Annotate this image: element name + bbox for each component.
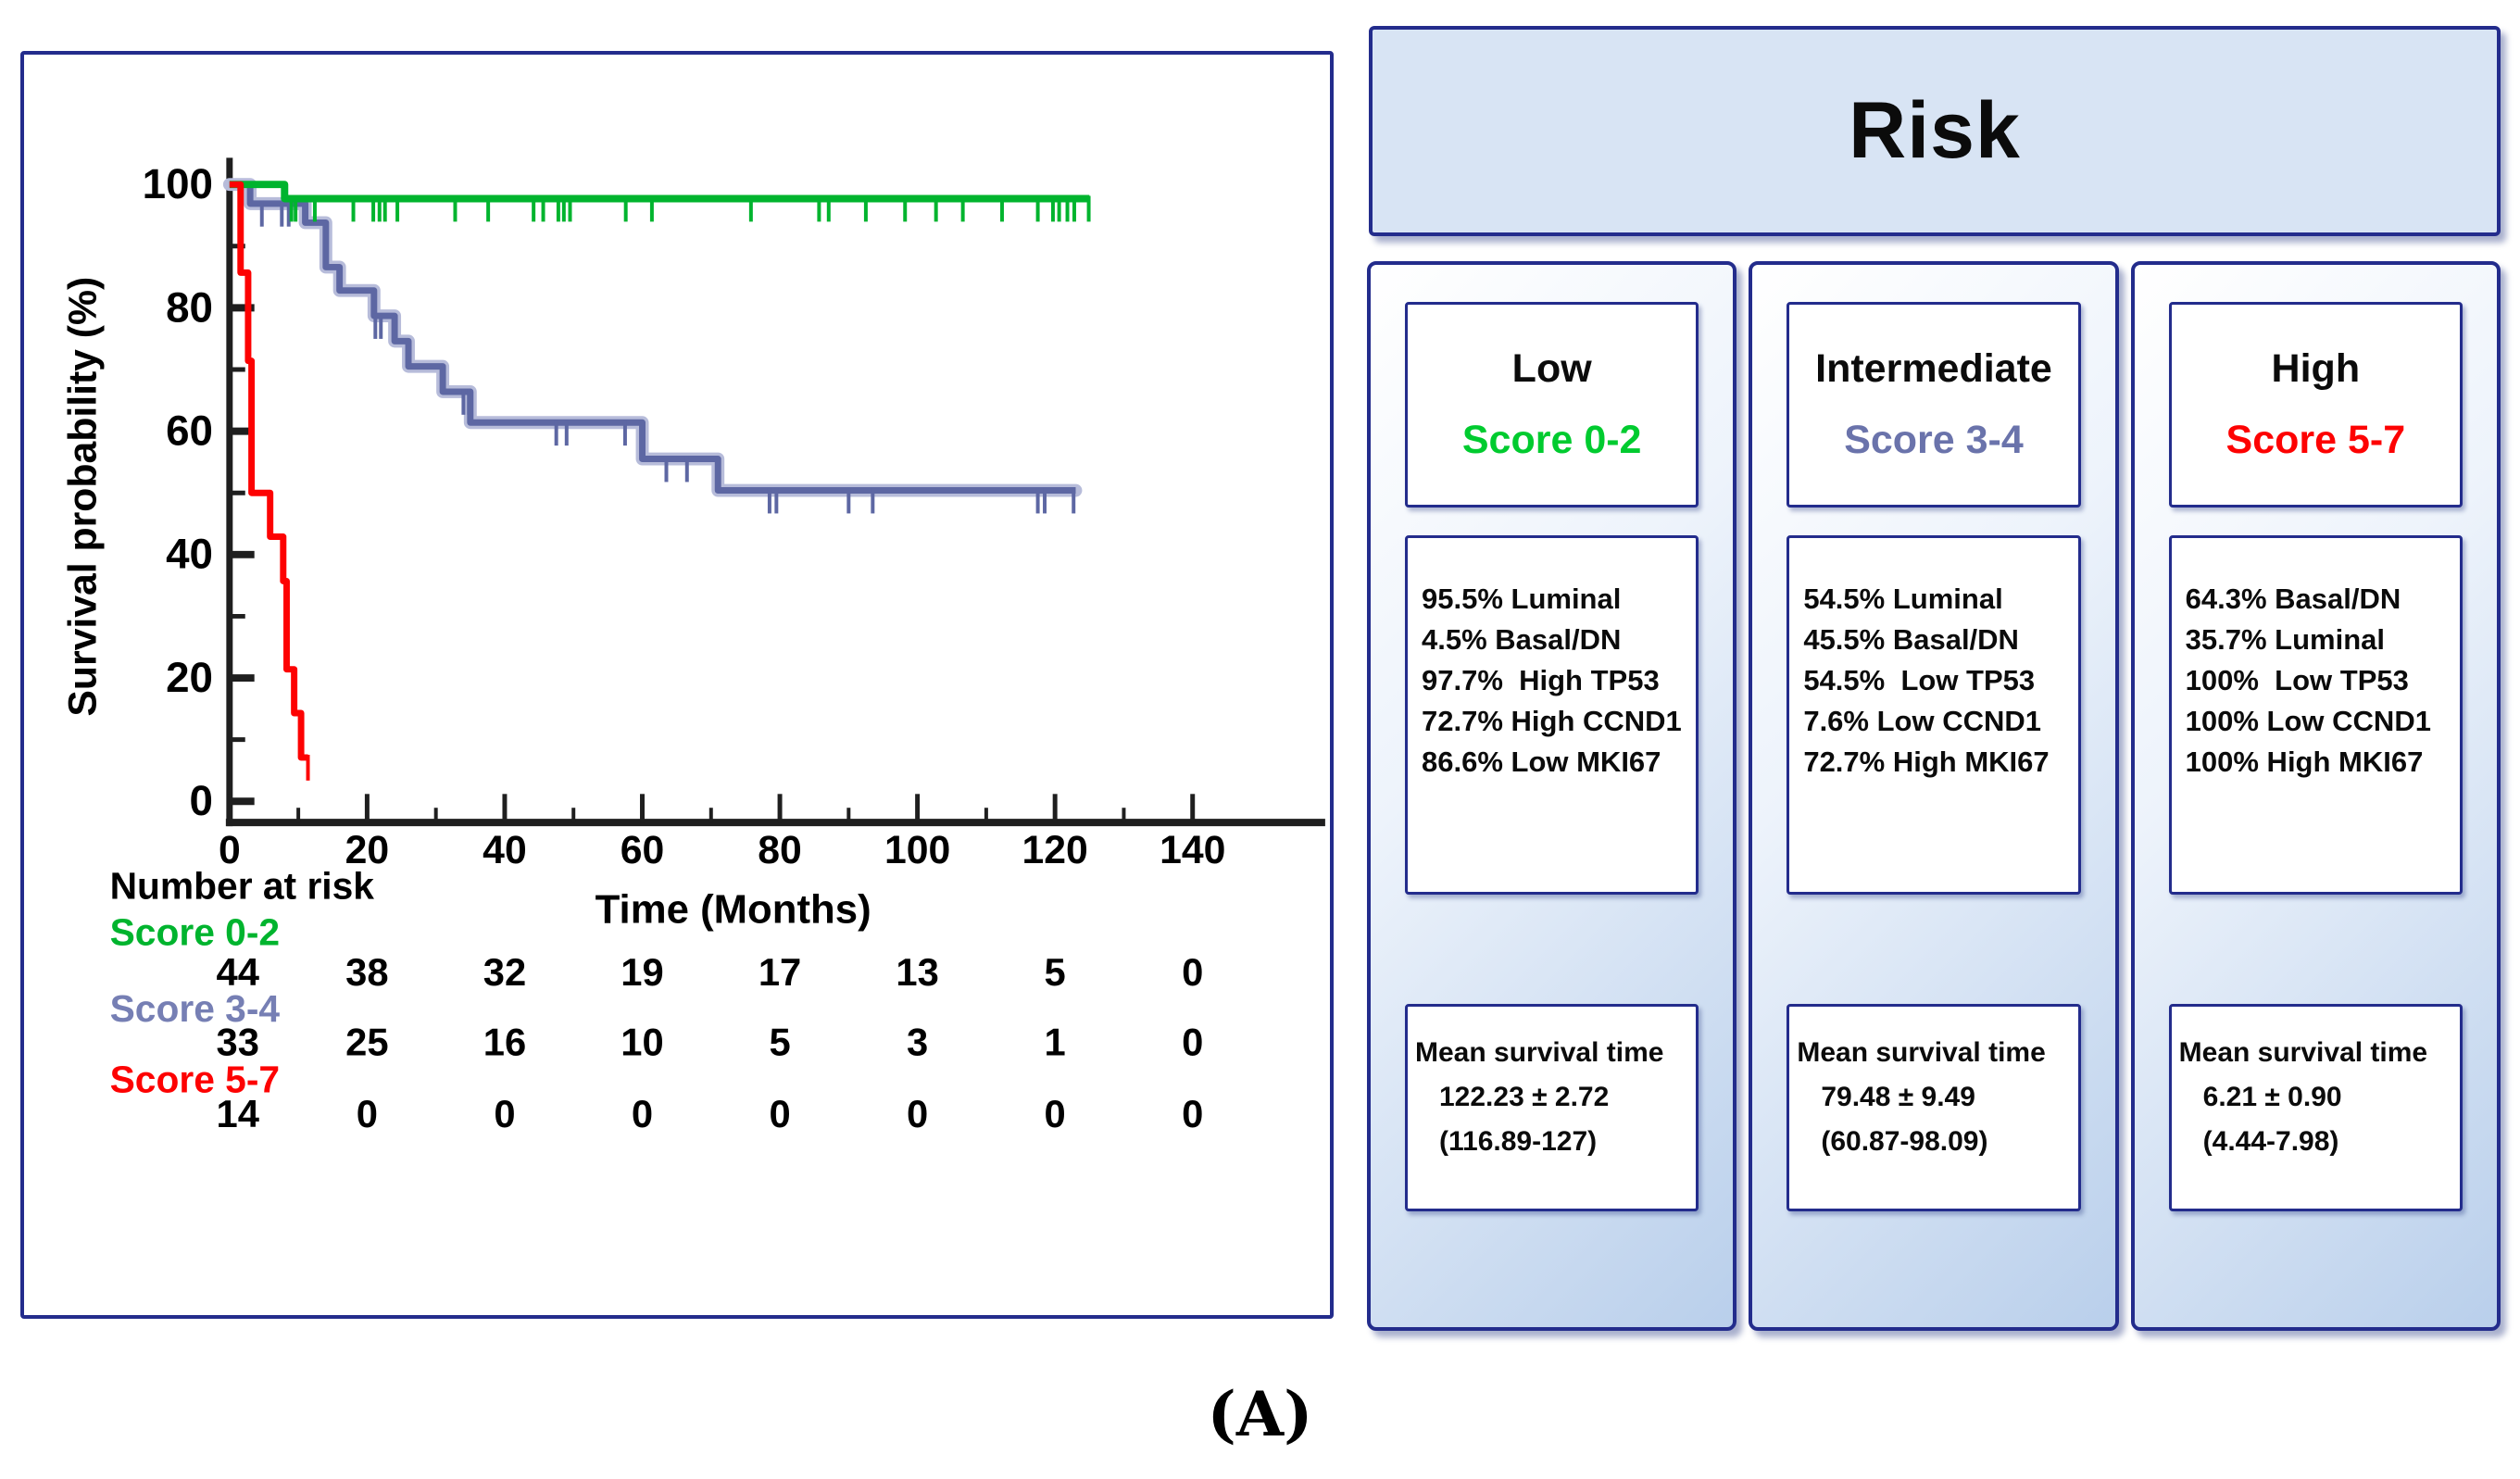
stat-line: 97.7% High TP53 bbox=[1422, 664, 1660, 696]
risk-low-title-box: Low Score 0-2 bbox=[1405, 302, 1699, 508]
at-risk-count: 0 bbox=[907, 1092, 928, 1135]
x-axis-title: Time (Months) bbox=[596, 886, 871, 932]
at-risk-count: 5 bbox=[1045, 950, 1066, 994]
risk-column-intermediate: Intermediate Score 3-4 54.5% Luminal 45.… bbox=[1749, 261, 2119, 1331]
km-survival-panel: 0 20 40 60 80 100 120 140 0 20 40 60 80 100 Time (Mont… bbox=[20, 51, 1334, 1319]
stat-line: 95.5% Luminal bbox=[1422, 583, 1622, 615]
stat-line: 100% Low CCND1 bbox=[2185, 705, 2431, 737]
stat-line: 4.5% Basal/DN bbox=[1422, 623, 1622, 656]
risk-column-high: High Score 5-7 64.3% Basal/DN 35.7% Lumi… bbox=[2130, 261, 2501, 1331]
at-risk-count: 0 bbox=[1182, 1092, 1203, 1135]
km-curve-score-5-7 bbox=[229, 181, 310, 781]
risk-high-stats-box: 64.3% Basal/DN 35.7% Luminal 100% Low TP… bbox=[2168, 535, 2463, 895]
stat-line: 64.3% Basal/DN bbox=[2185, 583, 2401, 615]
at-risk-count: 0 bbox=[1045, 1092, 1066, 1135]
stat-line: 54.5% Luminal bbox=[1803, 583, 2003, 615]
x-tick-label: 0 bbox=[219, 828, 241, 872]
x-tick-label: 80 bbox=[758, 828, 802, 872]
risk-columns: Low Score 0-2 95.5% Luminal 4.5% Basal/D… bbox=[1367, 261, 2501, 1331]
at-risk-count: 0 bbox=[632, 1092, 653, 1135]
mean-survival-value: 6.21 ± 0.90 bbox=[2202, 1082, 2342, 1112]
risk-intermediate-mean-box: Mean survival time 79.48 ± 9.49 (60.87-9… bbox=[1787, 1004, 2081, 1211]
risk-intermediate-stats-box: 54.5% Luminal 45.5% Basal/DN 54.5% Low T… bbox=[1787, 535, 2081, 895]
risk-row-label: Score 0-2 bbox=[110, 910, 280, 953]
risk-row-label: Score 5-7 bbox=[110, 1058, 280, 1100]
risk-title: Risk bbox=[1849, 86, 2021, 175]
risk-level-label: Low bbox=[1511, 346, 1592, 391]
at-risk-count: 10 bbox=[621, 1021, 663, 1064]
at-risk-count: 32 bbox=[483, 950, 526, 994]
y-tick-label: 40 bbox=[166, 531, 213, 578]
x-tick-label: 140 bbox=[1160, 828, 1225, 872]
x-tick-label: 120 bbox=[1022, 828, 1088, 872]
stat-line: 100% High MKI67 bbox=[2185, 746, 2424, 778]
at-risk-count: 0 bbox=[769, 1092, 790, 1135]
at-risk-count: 33 bbox=[217, 1021, 259, 1064]
stat-line: 35.7% Luminal bbox=[2185, 623, 2386, 656]
at-risk-count: 14 bbox=[217, 1092, 259, 1135]
y-axis-title: Survival probability (%) bbox=[61, 277, 106, 717]
at-risk-count: 17 bbox=[759, 950, 801, 994]
km-curve-score-0-2 bbox=[229, 181, 1091, 222]
number-at-risk-header: Number at risk bbox=[110, 865, 375, 908]
x-tick-label: 60 bbox=[621, 828, 665, 872]
risk-row-label: Score 3-4 bbox=[110, 987, 281, 1030]
x-tick-label: 20 bbox=[345, 828, 390, 872]
y-tick-label: 60 bbox=[166, 407, 213, 455]
y-tick-label: 0 bbox=[190, 777, 213, 824]
risk-score-label: Score 0-2 bbox=[1461, 418, 1642, 462]
mean-survival-value: 79.48 ± 9.49 bbox=[1821, 1082, 1975, 1112]
stat-line: 72.7% High MKI67 bbox=[1803, 746, 2050, 778]
risk-level-label: High bbox=[2271, 346, 2361, 391]
y-tick-label: 100 bbox=[143, 160, 213, 207]
x-tick-label: 40 bbox=[483, 828, 527, 872]
mean-survival-ci: (116.89-127) bbox=[1439, 1126, 1598, 1157]
stat-line: 86.6% Low MKI67 bbox=[1422, 746, 1661, 778]
mean-survival-label: Mean survival time bbox=[1415, 1037, 1664, 1068]
km-curve-score-3-4 bbox=[222, 178, 1083, 514]
at-risk-count: 0 bbox=[1182, 1021, 1203, 1064]
at-risk-count: 44 bbox=[217, 950, 259, 994]
at-risk-count: 19 bbox=[621, 950, 663, 994]
figure-label: (A) bbox=[1207, 1378, 1313, 1450]
axes: 0 20 40 60 80 100 120 140 0 20 40 60 80 100 bbox=[143, 157, 1325, 872]
stat-line: 54.5% Low TP53 bbox=[1803, 664, 2036, 696]
at-risk-count: 3 bbox=[907, 1021, 928, 1064]
at-risk-count: 16 bbox=[483, 1021, 526, 1064]
stat-line: 45.5% Basal/DN bbox=[1803, 623, 2019, 656]
risk-intermediate-title-box: Intermediate Score 3-4 bbox=[1787, 302, 2081, 508]
at-risk-count: 25 bbox=[345, 1021, 388, 1064]
mean-survival-value: 122.23 ± 2.72 bbox=[1439, 1082, 1610, 1112]
x-tick-label: 100 bbox=[884, 828, 950, 872]
risk-score-label: Score 5-7 bbox=[2225, 418, 2406, 462]
mean-survival-label: Mean survival time bbox=[2178, 1037, 2428, 1068]
risk-level-label: Intermediate bbox=[1815, 346, 2052, 391]
at-risk-count: 13 bbox=[896, 950, 938, 994]
risk-low-stats-box: 95.5% Luminal 4.5% Basal/DN 97.7% High T… bbox=[1405, 535, 1699, 895]
y-tick-label: 20 bbox=[166, 654, 213, 701]
at-risk-count: 0 bbox=[494, 1092, 515, 1135]
risk-header-box: Risk bbox=[1369, 26, 2501, 236]
stat-line: 7.6% Low CCND1 bbox=[1803, 705, 2041, 737]
stat-line: 100% Low TP53 bbox=[2185, 664, 2409, 696]
mean-survival-ci: (4.44-7.98) bbox=[2202, 1126, 2339, 1157]
mean-survival-label: Mean survival time bbox=[1797, 1037, 2046, 1068]
y-tick-label: 80 bbox=[166, 283, 213, 331]
mean-survival-ci: (60.87-98.09) bbox=[1821, 1126, 1988, 1157]
risk-score-label: Score 3-4 bbox=[1844, 418, 2024, 462]
risk-high-mean-box: Mean survival time 6.21 ± 0.90 (4.44-7.9… bbox=[2168, 1004, 2463, 1211]
risk-high-title-box: High Score 5-7 bbox=[2168, 302, 2463, 508]
stat-line: 72.7% High CCND1 bbox=[1422, 705, 1682, 737]
risk-low-mean-box: Mean survival time 122.23 ± 2.72 (116.89… bbox=[1405, 1004, 1699, 1211]
at-risk-count: 0 bbox=[1182, 950, 1203, 994]
at-risk-count: 1 bbox=[1045, 1021, 1066, 1064]
risk-column-low: Low Score 0-2 95.5% Luminal 4.5% Basal/D… bbox=[1367, 261, 1737, 1331]
at-risk-count: 5 bbox=[769, 1021, 790, 1064]
at-risk-count: 0 bbox=[357, 1092, 378, 1135]
at-risk-count: 38 bbox=[345, 950, 388, 994]
